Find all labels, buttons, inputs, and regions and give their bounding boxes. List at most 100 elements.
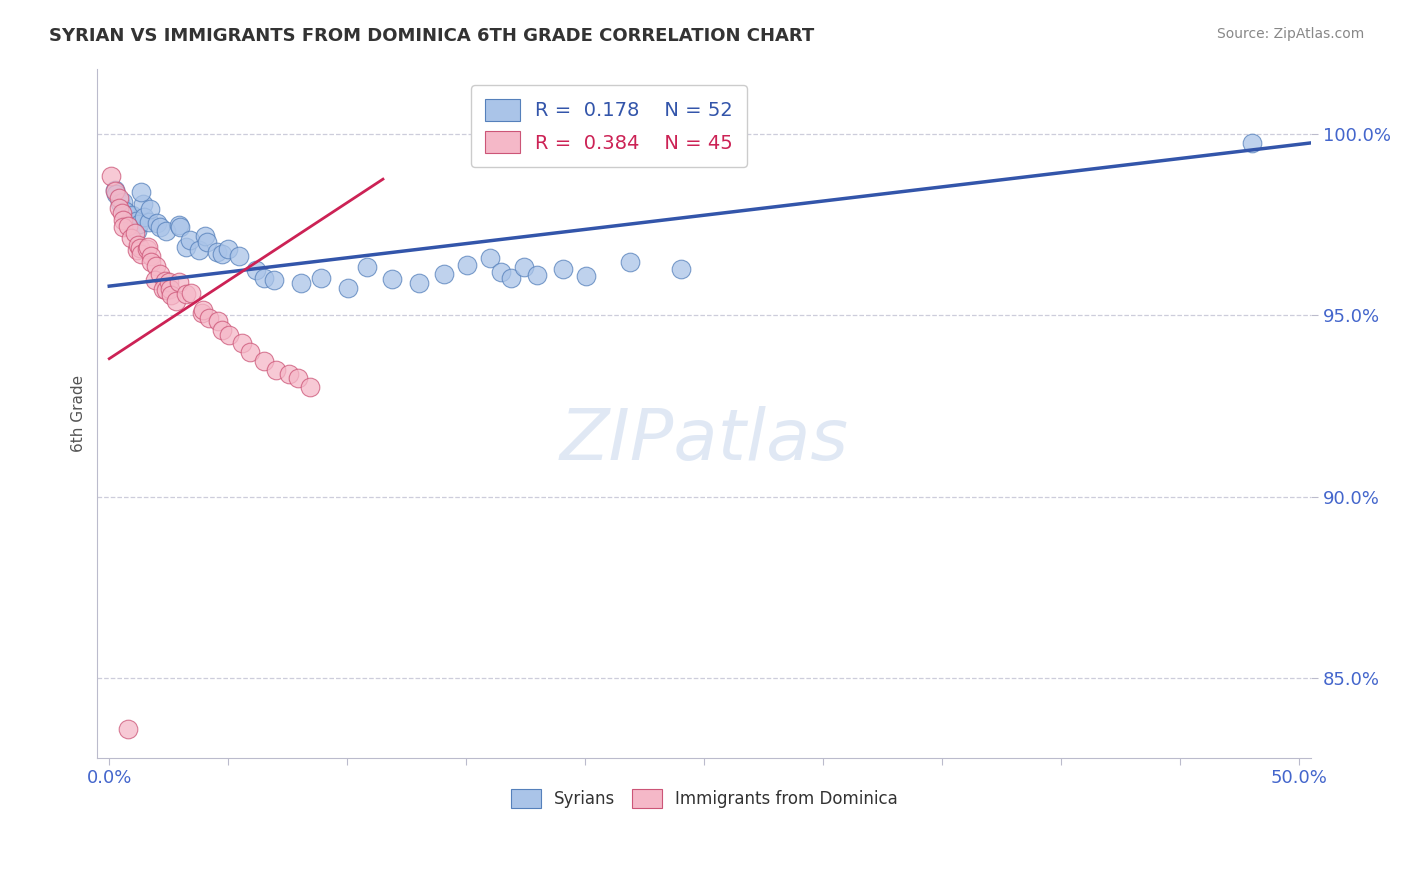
Point <box>263 273 285 287</box>
Point <box>149 267 172 281</box>
Point <box>108 191 131 205</box>
Point <box>218 327 240 342</box>
Point <box>121 208 143 222</box>
Point <box>120 209 142 223</box>
Point <box>128 217 150 231</box>
Point <box>152 281 174 295</box>
Point <box>135 242 157 256</box>
Point <box>145 259 167 273</box>
Point <box>194 229 217 244</box>
Point <box>155 224 177 238</box>
Point <box>217 242 239 256</box>
Point <box>131 185 153 199</box>
Point <box>408 277 430 291</box>
Point <box>228 250 250 264</box>
Point <box>105 186 128 201</box>
Point <box>112 194 135 209</box>
Point <box>129 241 152 255</box>
Point <box>356 260 378 274</box>
Point <box>143 272 166 286</box>
Text: Source: ZipAtlas.com: Source: ZipAtlas.com <box>1216 27 1364 41</box>
Text: ZIPatlas: ZIPatlas <box>560 406 849 475</box>
Point <box>277 368 299 382</box>
Point <box>153 275 176 289</box>
Point <box>553 261 575 276</box>
Point <box>159 282 181 296</box>
Point <box>149 220 172 235</box>
Point <box>187 243 209 257</box>
Point <box>191 306 214 320</box>
Point <box>139 249 162 263</box>
Point <box>245 262 267 277</box>
Point <box>1240 136 1263 150</box>
Point <box>157 275 180 289</box>
Point <box>108 196 131 211</box>
Point <box>456 258 478 272</box>
Point <box>211 323 233 337</box>
Point <box>146 216 169 230</box>
Point <box>290 277 312 291</box>
Point <box>575 268 598 283</box>
Point <box>121 214 143 228</box>
Point <box>112 203 135 218</box>
Point <box>179 233 201 247</box>
Point <box>211 247 233 261</box>
Point <box>139 255 162 269</box>
Point <box>478 252 501 266</box>
Point <box>103 184 125 198</box>
Point <box>138 240 160 254</box>
Point <box>174 287 197 301</box>
Point <box>112 213 135 227</box>
Point <box>207 314 229 328</box>
Point <box>309 271 332 285</box>
Text: SYRIAN VS IMMIGRANTS FROM DOMINICA 6TH GRADE CORRELATION CHART: SYRIAN VS IMMIGRANTS FROM DOMINICA 6TH G… <box>49 27 814 45</box>
Point <box>167 275 190 289</box>
Point <box>117 722 139 736</box>
Point <box>112 219 135 234</box>
Point <box>129 246 152 260</box>
Point <box>124 227 146 241</box>
Point <box>132 197 155 211</box>
Point <box>381 271 404 285</box>
Legend: Syrians, Immigrants from Dominica: Syrians, Immigrants from Dominica <box>503 782 904 814</box>
Point <box>132 211 155 225</box>
Point <box>513 260 536 275</box>
Point <box>117 219 139 234</box>
Point <box>174 239 197 253</box>
Point <box>125 214 148 228</box>
Point <box>253 270 276 285</box>
Point <box>108 202 131 216</box>
Point <box>127 238 149 252</box>
Point <box>197 311 219 326</box>
Point <box>139 202 162 216</box>
Point <box>165 293 187 308</box>
Point <box>125 224 148 238</box>
Point <box>499 271 522 285</box>
Point <box>287 371 309 385</box>
Point <box>526 268 548 283</box>
Point <box>195 235 218 250</box>
Point <box>125 243 148 257</box>
Point <box>180 285 202 300</box>
Point <box>160 287 183 301</box>
Point <box>433 267 456 281</box>
Point <box>298 380 321 394</box>
Point <box>491 265 513 279</box>
Point <box>231 335 253 350</box>
Point <box>138 214 160 228</box>
Point <box>205 245 228 260</box>
Point <box>167 218 190 232</box>
Point <box>619 255 641 269</box>
Point <box>100 169 122 184</box>
Point <box>155 283 177 297</box>
Point <box>110 206 132 220</box>
Point <box>336 281 359 295</box>
Point <box>169 220 191 235</box>
Point <box>104 183 127 197</box>
Point <box>120 230 142 244</box>
Point <box>193 303 215 318</box>
Point <box>239 344 262 359</box>
Y-axis label: 6th Grade: 6th Grade <box>72 375 86 451</box>
Point <box>669 262 692 277</box>
Point <box>264 363 287 377</box>
